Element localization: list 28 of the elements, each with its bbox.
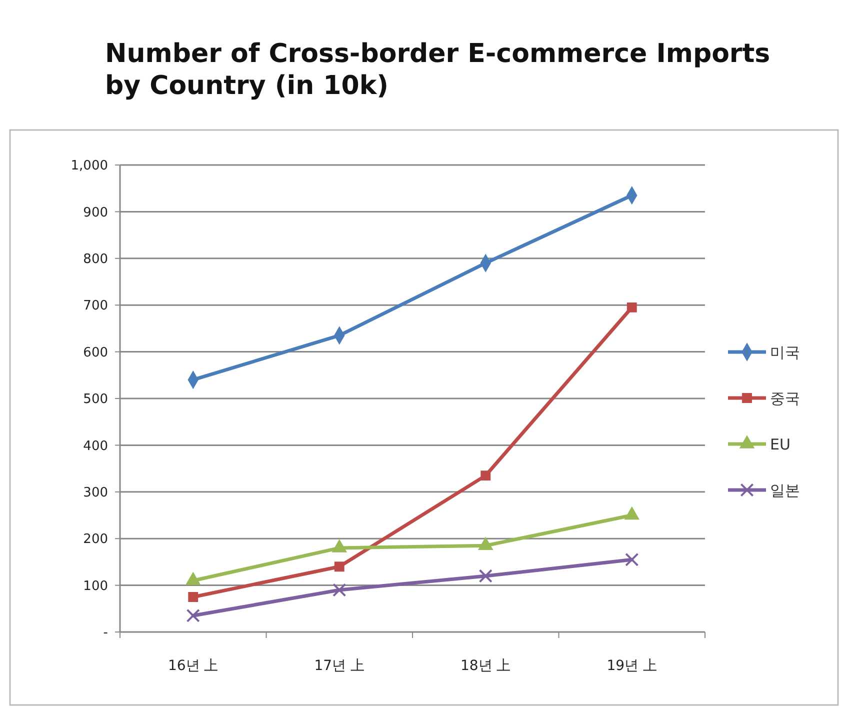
- y-tick-label: 600: [83, 345, 108, 360]
- y-tick-label: 800: [83, 252, 108, 267]
- x-tick-label: 16년 上: [168, 658, 218, 674]
- y-tick-label: 200: [83, 532, 108, 548]
- point: [334, 562, 344, 572]
- point: [626, 302, 637, 312]
- y-tick-label: 900: [83, 205, 108, 220]
- point: [188, 592, 198, 602]
- y-tick-label: 500: [83, 392, 108, 408]
- legend-label: EU: [770, 435, 790, 454]
- legend-label: 중국: [770, 389, 800, 408]
- y-tick-label: 1,000: [70, 158, 108, 174]
- legend-label: 미국: [770, 343, 800, 362]
- chart-title: Number of Cross-border E-commerce Imports by Country (in 10k): [105, 39, 770, 101]
- x-tick-label: 18년 上: [460, 658, 511, 674]
- y-tick-label: 100: [83, 578, 108, 594]
- x-tick-label: 17년 上: [314, 658, 365, 674]
- point: [480, 470, 491, 481]
- point: [186, 608, 200, 622]
- y-tick-label: 300: [83, 485, 108, 500]
- x-tick-label: 19년 上: [606, 658, 658, 674]
- legend-label: 일본: [770, 481, 800, 500]
- y-tick-label: -: [103, 626, 108, 641]
- y-tick-label: 400: [83, 438, 108, 454]
- y-tick-label: 700: [83, 298, 108, 314]
- point: [332, 583, 346, 597]
- point: [625, 552, 639, 566]
- point: [478, 569, 492, 583]
